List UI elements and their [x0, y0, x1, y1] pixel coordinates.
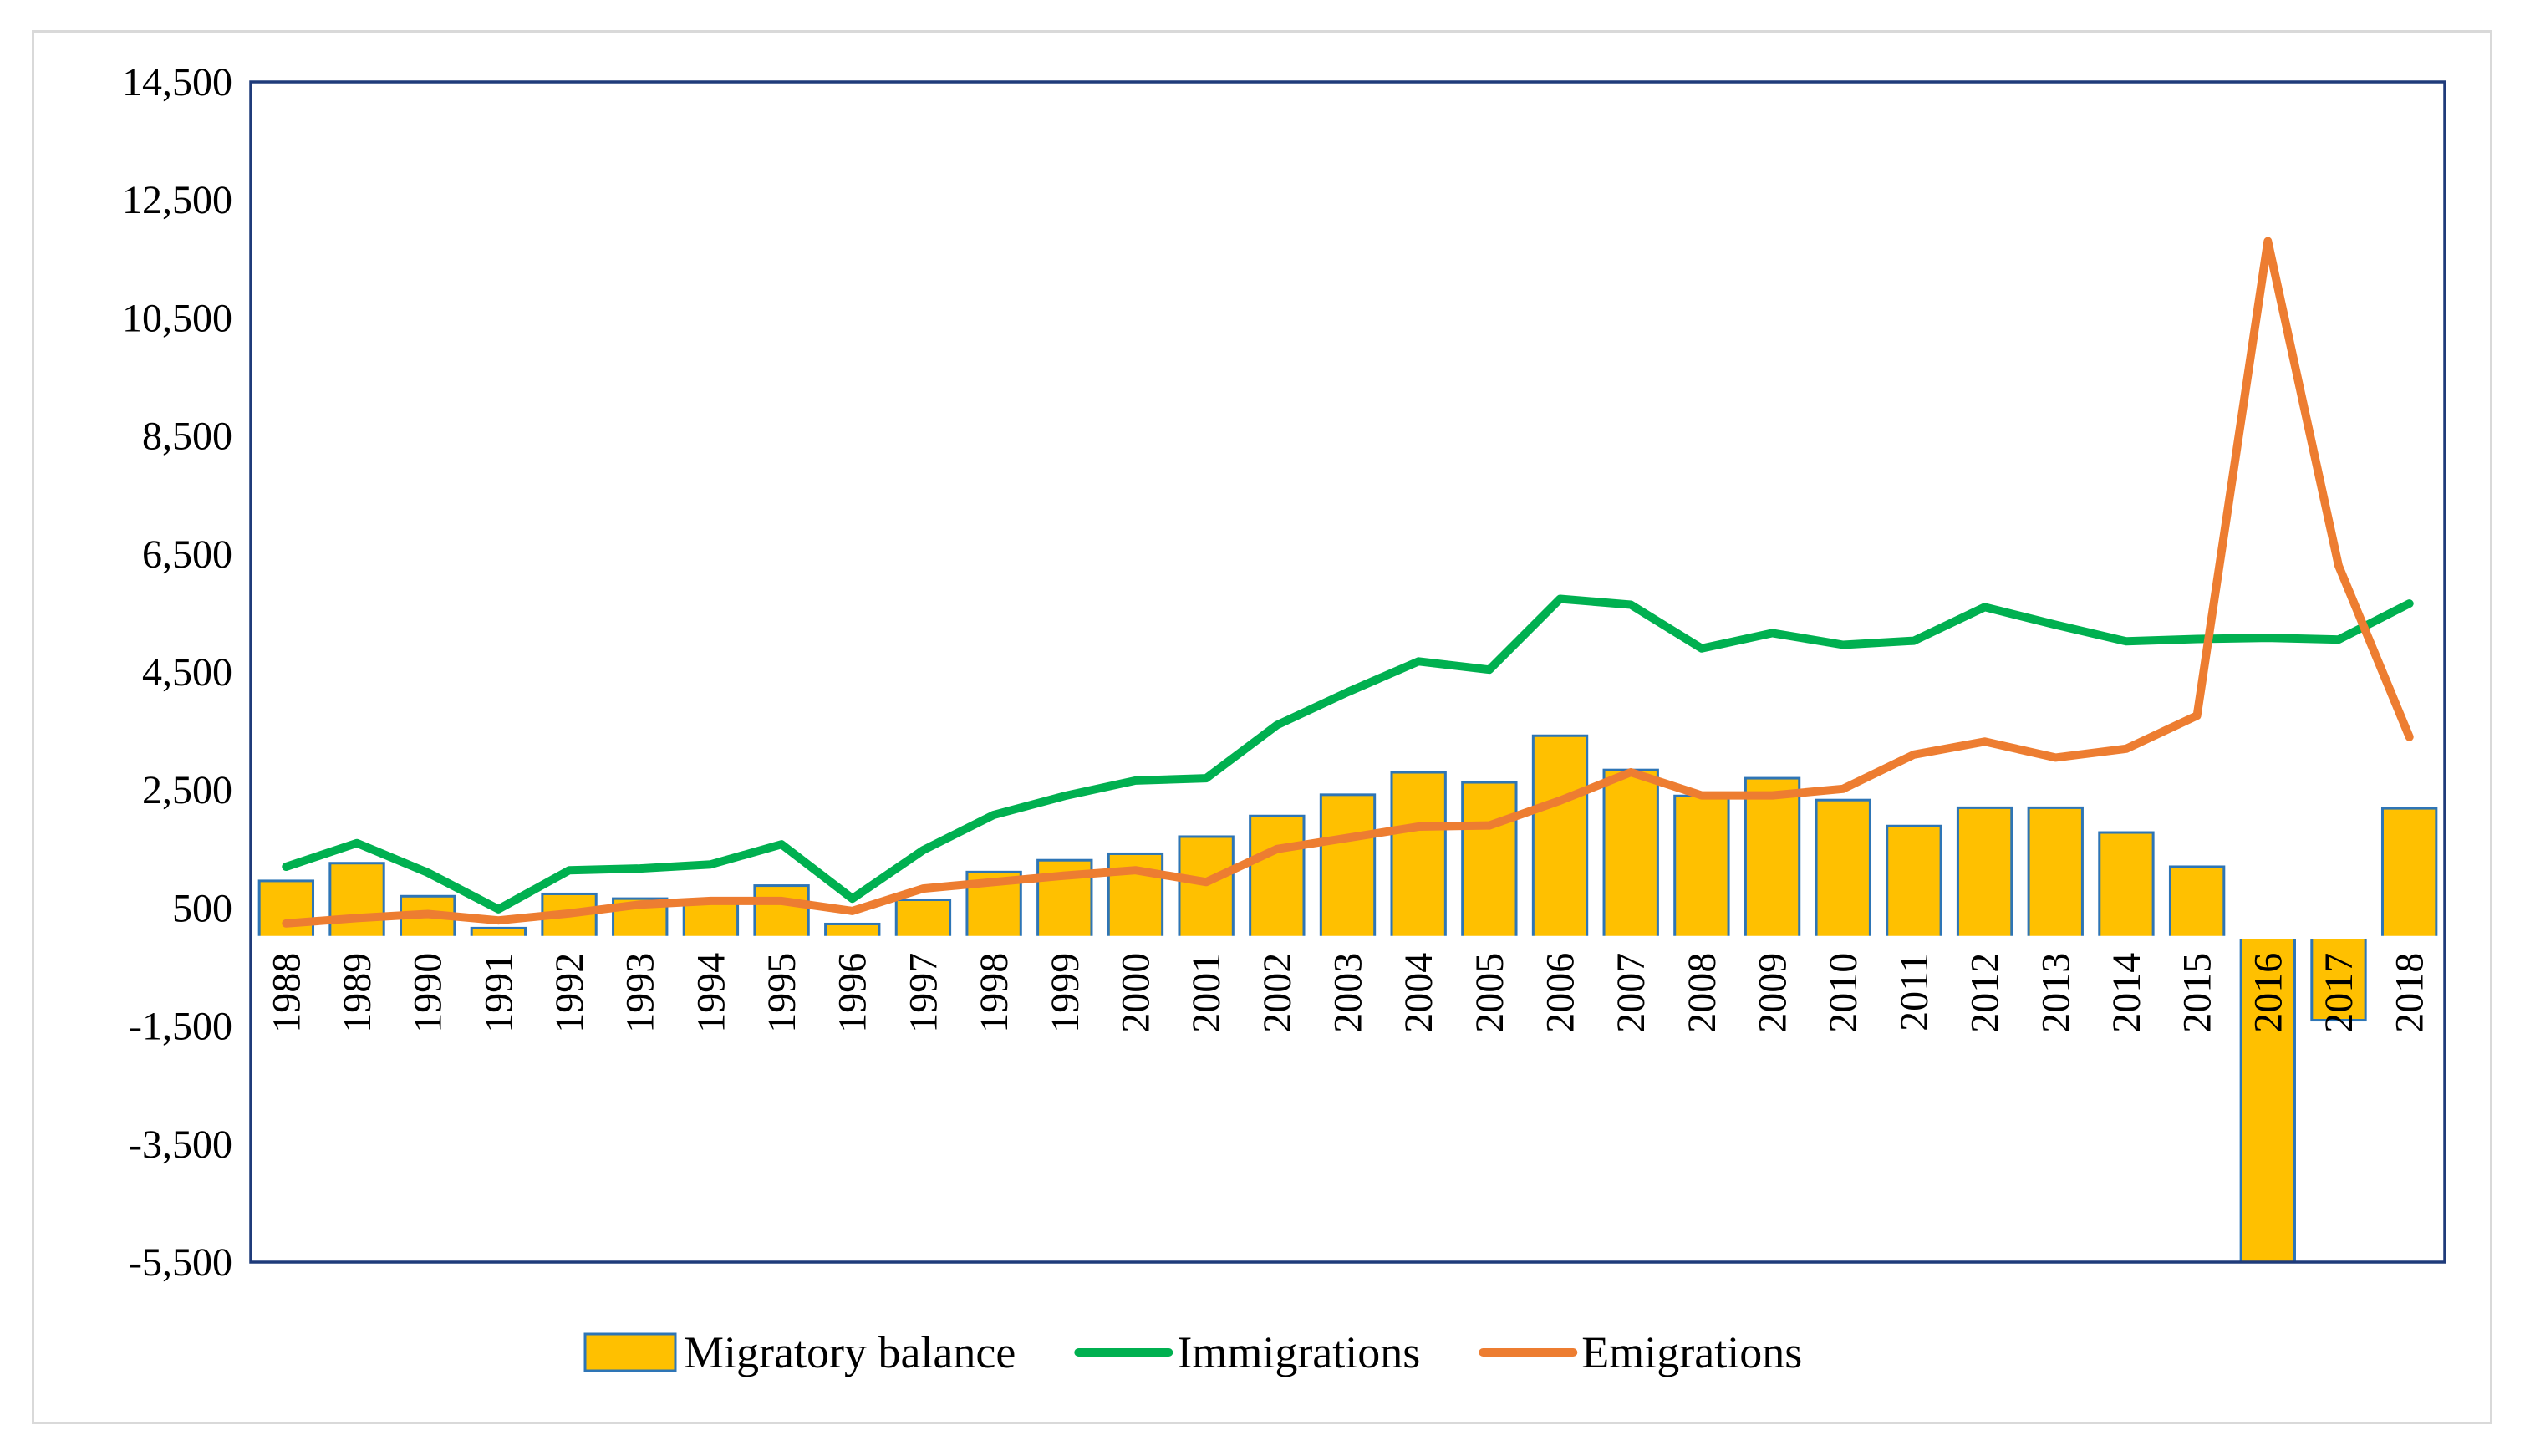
bar-migratory-balance-1997: [894, 899, 952, 939]
legend-swatch-bar: [583, 1332, 677, 1372]
x-tick-label: 2016: [2246, 953, 2290, 1033]
x-tick-label: 1998: [972, 953, 1016, 1033]
x-tick-label: 2002: [1255, 953, 1300, 1033]
x-tick-label: 1994: [689, 953, 733, 1033]
x-tick-label: 2011: [1892, 953, 1937, 1031]
x-tick-label: 1995: [760, 953, 804, 1033]
bar-migratory-balance-2012: [1956, 806, 2013, 939]
line-immigrations: [282, 594, 2414, 914]
y-tick-label: 12,500: [122, 178, 232, 222]
bar-migratory-balance-1994: [682, 899, 740, 939]
bar-migratory-balance-1996: [824, 922, 881, 939]
x-tick-label: 2004: [1397, 953, 1441, 1033]
y-tick-label: 14,500: [122, 60, 232, 104]
x-tick-label: 2008: [1680, 953, 1724, 1033]
y-tick-label: 10,500: [122, 296, 232, 340]
bar-migratory-balance-2006: [1531, 734, 1589, 939]
bar-migratory-balance-2007: [1602, 768, 1659, 939]
x-tick-label: 2015: [2176, 953, 2220, 1033]
bar-migratory-balance-2018: [2380, 807, 2438, 939]
bar-migratory-balance-2004: [1390, 771, 1447, 939]
y-tick-label: 2,500: [142, 768, 232, 812]
x-tick-label: 2012: [1963, 953, 2008, 1033]
x-tick-label: 2013: [2034, 953, 2078, 1033]
legend: Migratory balance Immigrations Emigrations: [583, 1327, 1802, 1377]
x-tick-label: 2005: [1468, 953, 1512, 1033]
x-tick-label: 2018: [2388, 953, 2432, 1033]
bar-migratory-balance-2014: [2098, 831, 2155, 939]
legend-item-migratory-balance: Migratory balance: [583, 1327, 1016, 1377]
bar-migratory-balance-2015: [2168, 865, 2226, 939]
plot-area: [251, 82, 2445, 1262]
legend-label: Emigrations: [1581, 1327, 1802, 1377]
line-emigrations: [282, 237, 2414, 928]
bar-migratory-balance-1989: [328, 862, 385, 939]
x-tick-label: 2000: [1113, 953, 1158, 1033]
y-tick-label: -3,500: [129, 1123, 232, 1167]
x-tick-label: 2017: [2317, 953, 2361, 1033]
y-tick-label: 500: [172, 886, 232, 930]
x-tick-label: 1996: [831, 953, 875, 1033]
bar-migratory-balance-2017: [2310, 936, 2367, 1022]
bar-migratory-balance-2013: [2027, 806, 2084, 939]
y-tick-label: -5,500: [129, 1240, 232, 1285]
bar-migratory-balance-2003: [1319, 793, 1377, 939]
x-tick-label: 2007: [1609, 953, 1653, 1033]
bar-migratory-balance-2011: [1886, 824, 1942, 939]
y-axis-ticks: 14,500 12,500 10,500 8,500 6,500 4,500 2,500 50…: [122, 60, 232, 1285]
bar-migratory-balance-2016: [2239, 936, 2296, 1264]
x-tick-label: 2009: [1751, 953, 1795, 1033]
x-tick-label: 1991: [476, 953, 521, 1033]
x-tick-label: 1997: [901, 953, 945, 1033]
x-tick-label: 1999: [1043, 953, 1087, 1033]
x-tick-label: 2003: [1326, 953, 1371, 1033]
legend-label: Migratory balance: [684, 1327, 1016, 1377]
x-tick-label: 1989: [335, 953, 379, 1033]
legend-label: Immigrations: [1177, 1327, 1420, 1377]
bar-migratory-balance-1995: [753, 884, 810, 939]
legend-item-emigrations: Emigrations: [1479, 1327, 1802, 1377]
bar-migratory-balance-2010: [1815, 798, 1871, 939]
bar-migratory-balance-1988: [257, 879, 315, 939]
x-tick-label: 1990: [406, 953, 451, 1033]
x-tick-label: 2006: [1539, 953, 1583, 1033]
x-tick-label: 2010: [1821, 953, 1866, 1033]
bar-migratory-balance-2008: [1673, 794, 1730, 939]
x-tick-label: 1992: [547, 953, 592, 1033]
x-tick-label: 1988: [264, 953, 308, 1033]
x-axis-labels: 1988 1989 1990 1991 1992 1993 1994 1995 1996 1997…: [264, 953, 2431, 1033]
y-tick-label: 4,500: [142, 650, 232, 695]
bar-migratory-balance-2002: [1249, 814, 1306, 939]
plot-border: [249, 80, 2446, 1264]
x-tick-label: 2001: [1184, 953, 1229, 1033]
bar-migratory-balance-2009: [1744, 776, 1801, 939]
legend-item-immigrations: Immigrations: [1074, 1327, 1420, 1377]
x-tick-label: 1993: [619, 953, 663, 1033]
y-tick-label: 6,500: [142, 532, 232, 577]
y-tick-label: -1,500: [129, 1005, 232, 1049]
line-series: [282, 237, 2414, 928]
bar-migratory-balance-2001: [1178, 835, 1235, 939]
bar-migratory-balance-2005: [1461, 781, 1518, 939]
bar-series: [257, 734, 2438, 1264]
x-tick-label: 2014: [2105, 953, 2149, 1033]
y-tick-label: 8,500: [142, 415, 232, 459]
